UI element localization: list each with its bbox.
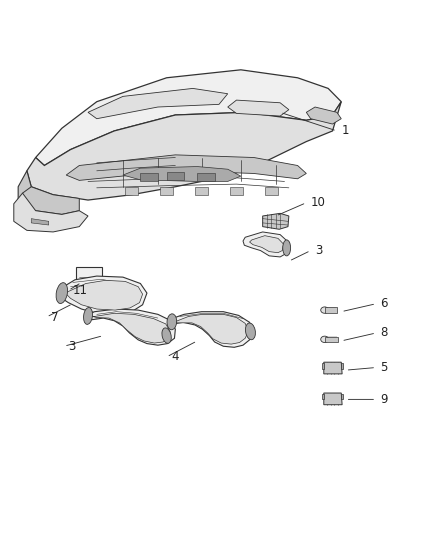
Polygon shape [321,394,324,399]
Polygon shape [166,172,184,180]
Polygon shape [88,88,228,119]
Polygon shape [195,187,208,195]
Polygon shape [176,314,248,344]
Polygon shape [243,232,289,257]
Ellipse shape [162,328,171,343]
Text: 9: 9 [381,393,388,406]
Ellipse shape [245,323,255,340]
Polygon shape [265,187,278,195]
Polygon shape [141,173,158,181]
Text: 3: 3 [315,244,322,257]
Polygon shape [160,187,173,195]
Polygon shape [35,70,341,165]
Polygon shape [27,102,341,200]
Ellipse shape [84,308,92,325]
Text: 11: 11 [73,284,88,297]
Polygon shape [341,394,343,399]
Text: 8: 8 [381,326,388,340]
Text: 5: 5 [381,361,388,374]
Polygon shape [86,309,175,345]
Ellipse shape [321,336,328,343]
Polygon shape [22,187,79,214]
Ellipse shape [283,240,290,256]
Text: 4: 4 [171,350,178,364]
Ellipse shape [167,314,177,330]
Text: 1: 1 [341,124,349,138]
Polygon shape [324,393,342,405]
Text: 3: 3 [68,340,76,353]
Polygon shape [197,173,215,181]
Polygon shape [14,193,88,232]
Polygon shape [125,187,138,195]
Polygon shape [325,337,338,342]
Polygon shape [341,364,343,368]
Text: 6: 6 [381,297,388,310]
Polygon shape [31,219,49,225]
Polygon shape [169,312,253,348]
Polygon shape [123,166,241,181]
Polygon shape [306,107,341,124]
Polygon shape [65,280,143,310]
FancyBboxPatch shape [76,266,102,289]
Polygon shape [263,213,289,229]
Polygon shape [66,155,306,180]
Polygon shape [92,313,170,343]
Polygon shape [325,308,337,313]
Polygon shape [18,171,44,219]
Ellipse shape [56,282,67,303]
Text: 10: 10 [311,196,325,209]
Polygon shape [250,236,284,253]
Ellipse shape [321,307,328,313]
Polygon shape [321,364,324,368]
Text: 7: 7 [51,311,58,324]
Polygon shape [230,187,243,195]
Polygon shape [57,276,147,314]
Polygon shape [228,100,289,116]
Polygon shape [324,362,342,374]
